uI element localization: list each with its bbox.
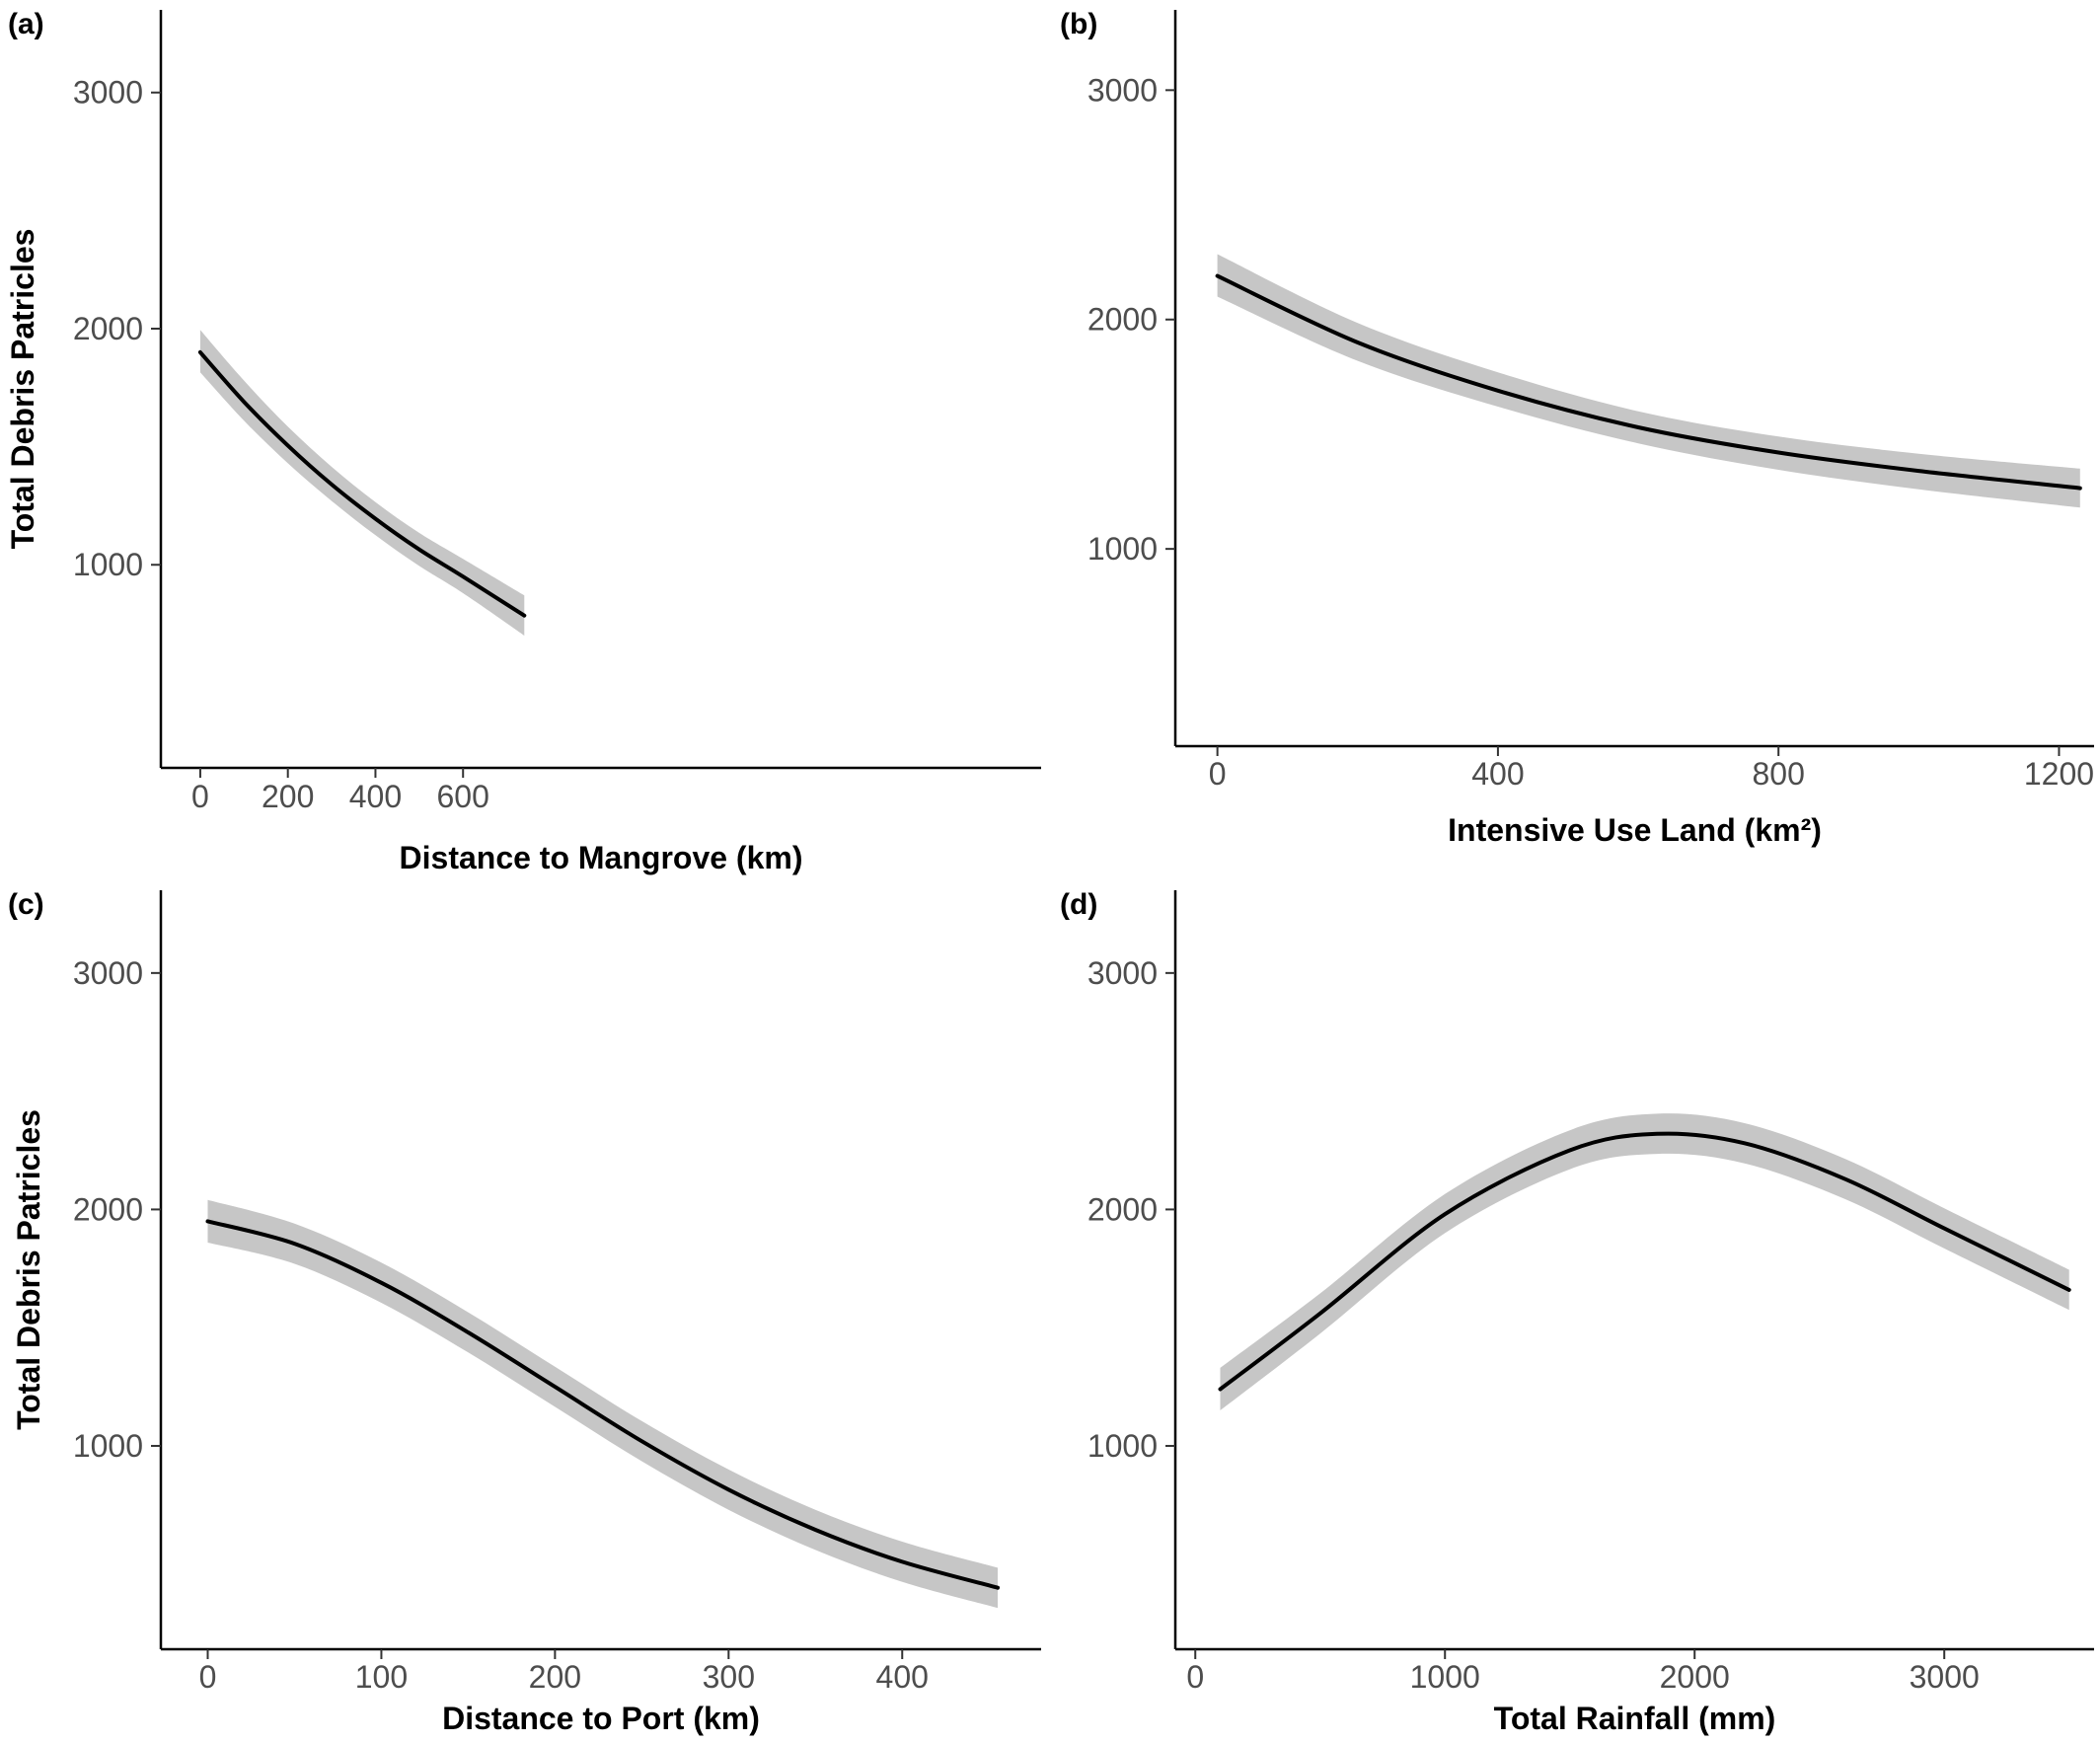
panel-d: (d) 1000 2000 3000 0 1000 2000 3000 Total Rainfa… (1060, 888, 2094, 1736)
panel-b: (b) 1000 2000 3000 0 400 800 1200 Intensive Use … (1060, 8, 2094, 848)
x-tick-label: 800 (1752, 756, 1804, 792)
x-tick-label: 1000 (1410, 1659, 1480, 1695)
y-tick-label: 3000 (1088, 955, 1158, 991)
y-tick-label: 2000 (73, 1191, 143, 1227)
x-tick-label: 2000 (1660, 1659, 1730, 1695)
y-tick-label: 2000 (1088, 302, 1158, 338)
x-tick-label: 600 (437, 779, 489, 814)
x-axis-title: Intensive Use Land (km²) (1448, 812, 1822, 848)
x-axis-title: Total Rainfall (mm) (1494, 1701, 1776, 1736)
panel-label: (c) (8, 888, 44, 921)
panel-c: (c) 1000 2000 3000 0 100 200 300 400 Distance to … (8, 888, 1041, 1736)
y-tick-label: 3000 (73, 955, 143, 991)
x-tick-label: 0 (191, 779, 209, 814)
y-tick-label: 1000 (73, 547, 143, 582)
y-tick-label: 2000 (73, 311, 143, 346)
panel-a: (a) 1000 2000 3000 0 200 400 600 Distance to Man… (5, 8, 1041, 875)
x-tick-label: 400 (1471, 756, 1524, 792)
panel-label: (d) (1060, 888, 1097, 921)
x-tick-label: 1200 (2024, 756, 2094, 792)
x-tick-label: 100 (355, 1659, 408, 1695)
y-tick-label: 1000 (1088, 531, 1158, 567)
confidence-band (199, 330, 525, 636)
x-tick-label: 300 (703, 1659, 755, 1695)
y-tick-label: 3000 (1088, 72, 1158, 108)
panel-label: (a) (8, 8, 44, 40)
y-axis-title: Total Debris Patricles (11, 1109, 46, 1430)
confidence-band (207, 1199, 998, 1609)
y-tick-label: 1000 (1088, 1428, 1158, 1464)
y-tick-label: 1000 (73, 1428, 143, 1464)
x-axis-title: Distance to Port (km) (442, 1701, 760, 1736)
y-tick-label: 3000 (73, 75, 143, 111)
confidence-band (1220, 1113, 2069, 1410)
x-axis-title: Distance to Mangrove (km) (400, 840, 803, 875)
fitted-line (205, 1219, 1000, 1590)
y-tick-label: 2000 (1088, 1191, 1158, 1227)
x-tick-label: 0 (1186, 1659, 1204, 1695)
y-axis-title: Total Debris Patricles (5, 229, 40, 550)
x-tick-label: 400 (349, 779, 402, 814)
fitted-line (197, 349, 527, 618)
x-tick-label: 0 (1209, 756, 1227, 792)
confidence-band (1217, 254, 2080, 508)
x-tick-label: 400 (876, 1659, 929, 1695)
fitted-line (1215, 273, 2082, 491)
fitted-line (1218, 1131, 2071, 1392)
x-tick-label: 3000 (1910, 1659, 1980, 1695)
x-tick-label: 200 (529, 1659, 581, 1695)
x-tick-label: 200 (262, 779, 314, 814)
x-tick-label: 0 (199, 1659, 217, 1695)
panel-label: (b) (1060, 8, 1097, 40)
